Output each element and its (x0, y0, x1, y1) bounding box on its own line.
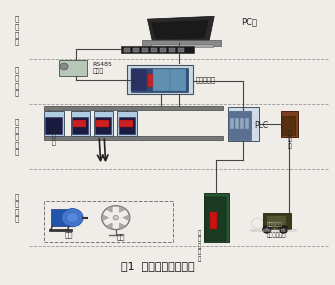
Circle shape (279, 226, 288, 233)
Text: 触摸屏电脑: 触摸屏电脑 (196, 76, 216, 83)
Wedge shape (106, 207, 112, 212)
Bar (49, 229, 72, 231)
Circle shape (62, 209, 83, 227)
Wedge shape (102, 215, 109, 221)
Bar (230, 117, 233, 129)
Bar (95, 117, 112, 134)
Bar (44, 201, 173, 242)
Text: PLC: PLC (255, 121, 269, 130)
Bar (133, 48, 139, 52)
Bar (160, 48, 166, 52)
Bar (121, 46, 194, 53)
Bar (266, 215, 286, 225)
Bar (205, 197, 225, 241)
Bar (282, 116, 295, 135)
Bar (153, 69, 170, 91)
Bar (281, 111, 297, 137)
Text: 单
片
机: 单 片 机 (287, 130, 291, 149)
Bar (131, 69, 147, 91)
Polygon shape (151, 20, 209, 40)
Bar (73, 120, 86, 127)
Text: PC机: PC机 (241, 17, 257, 27)
Bar (71, 111, 90, 136)
Bar (245, 117, 249, 129)
Bar (151, 48, 157, 52)
Bar (45, 117, 62, 134)
Polygon shape (147, 16, 214, 42)
Circle shape (265, 228, 269, 231)
Circle shape (263, 226, 271, 233)
Bar (96, 120, 110, 127)
Bar (44, 136, 222, 140)
Circle shape (66, 213, 78, 223)
Bar (227, 107, 259, 141)
Text: 智
能
控
制
层: 智 能 控 制 层 (15, 118, 19, 155)
Text: 上
位
机
层: 上 位 机 层 (15, 16, 19, 45)
Wedge shape (120, 223, 125, 229)
Circle shape (282, 228, 286, 231)
Bar (142, 40, 221, 46)
Bar (263, 213, 291, 229)
Bar (124, 48, 130, 52)
Circle shape (113, 215, 119, 220)
Text: 工
业
现
场: 工 业 现 场 (15, 193, 19, 223)
Wedge shape (123, 215, 130, 221)
Bar (119, 117, 135, 134)
Bar (72, 117, 88, 134)
Bar (120, 120, 133, 127)
Bar (170, 69, 186, 91)
Bar (151, 44, 212, 47)
Text: 风扇: 风扇 (117, 233, 125, 240)
Bar (94, 111, 114, 136)
Bar (44, 106, 222, 110)
Bar (169, 48, 175, 52)
Text: 电子发烧友
www.elecfans.com: 电子发烧友 www.elecfans.com (250, 222, 299, 233)
Bar (118, 111, 137, 136)
Text: 图1  硬件系统结构框图: 图1 硬件系统结构框图 (121, 261, 194, 271)
Wedge shape (120, 207, 125, 212)
Bar (127, 64, 193, 94)
Bar (229, 111, 251, 140)
Bar (148, 74, 153, 87)
Bar (210, 212, 217, 229)
Wedge shape (106, 223, 112, 229)
Text: AI
仪
表: AI 仪 表 (51, 128, 57, 146)
Text: RS485
转换器: RS485 转换器 (92, 62, 112, 74)
Bar (240, 117, 244, 129)
Text: 智能小车模型: 智能小车模型 (267, 233, 287, 238)
Bar (235, 117, 239, 129)
Circle shape (60, 63, 68, 70)
Bar (44, 111, 64, 136)
Text: 前
端
机
房: 前 端 机 房 (15, 67, 19, 96)
Bar (178, 48, 184, 52)
Bar (59, 60, 87, 76)
Text: 配
电
柜
模
型: 配 电 柜 模 型 (198, 230, 201, 262)
Bar (51, 209, 72, 226)
Bar (142, 48, 148, 52)
Bar (204, 193, 228, 242)
Text: 电机: 电机 (65, 231, 73, 238)
Bar (131, 68, 188, 92)
